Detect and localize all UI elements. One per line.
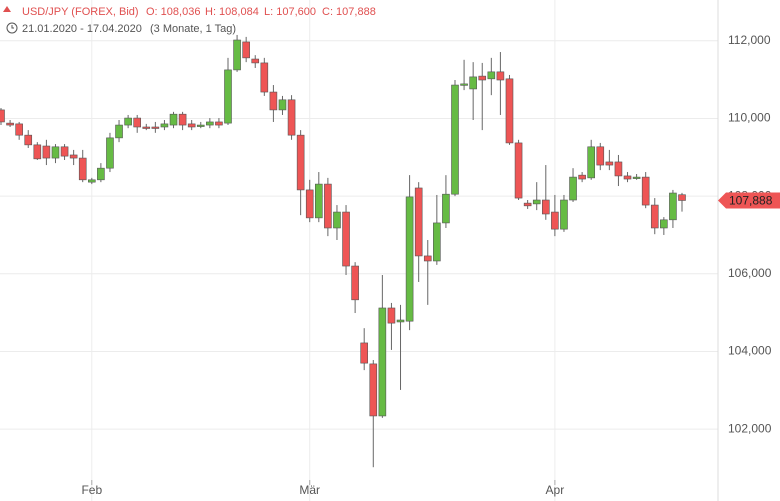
last-price-tag — [718, 192, 780, 209]
ohlc-label: H: 108,084 — [205, 6, 259, 18]
candle-body — [88, 179, 96, 183]
candle-body — [660, 219, 668, 229]
y-tick-label: 110,000 — [728, 111, 771, 125]
candle-body — [242, 41, 250, 59]
candle-body — [233, 39, 241, 71]
candle-body — [614, 161, 623, 177]
candle-body — [541, 199, 550, 215]
y-tick-label: 102,000 — [728, 421, 772, 435]
x-tick-label: Apr — [546, 483, 565, 497]
candle-body — [514, 142, 523, 199]
candle-body — [305, 189, 314, 219]
candle-body — [560, 199, 568, 230]
candle-body — [278, 99, 287, 111]
candle-body — [387, 307, 396, 324]
candle-body — [442, 193, 450, 224]
candle-body — [296, 134, 305, 191]
candle-body — [669, 192, 677, 221]
icon — [3, 6, 11, 12]
candle-body — [0, 109, 5, 123]
candle-body — [151, 126, 160, 129]
candle-body — [60, 146, 69, 157]
y-tick-label: 104,000 — [728, 344, 772, 358]
candle-body — [324, 183, 332, 229]
candle-body — [396, 319, 405, 323]
candle-body — [405, 196, 414, 322]
candle-body — [342, 211, 350, 267]
candle-body — [24, 134, 33, 146]
candle-body — [251, 58, 260, 64]
clock-icon — [6, 22, 18, 34]
candle-body — [314, 183, 323, 219]
ohlc-label: O: 108,036 — [146, 6, 200, 18]
ohlc-label: C: 107,888 — [322, 6, 376, 18]
candle-body — [569, 176, 577, 201]
clock-hand — [11, 25, 14, 29]
y-tick-label: 106,000 — [728, 266, 772, 280]
candle-body — [378, 307, 387, 417]
candle-body — [133, 117, 141, 128]
candle-body — [124, 117, 132, 126]
candle-body — [623, 175, 632, 180]
y-tick-label: 112,000 — [728, 33, 771, 47]
candle-body — [260, 62, 269, 93]
candle-body — [78, 157, 87, 181]
ohlc-label: L: 107,600 — [264, 6, 316, 18]
x-tick-label: Mär — [299, 483, 320, 497]
candle-body — [369, 363, 378, 417]
candle-body — [641, 176, 650, 206]
candle-body — [605, 161, 614, 166]
candle-body — [433, 222, 441, 262]
candle-body — [678, 194, 686, 201]
period: 21.01.2020 - 17.04.2020 — [22, 23, 142, 35]
candle-body — [187, 123, 196, 128]
candle-body — [69, 154, 78, 159]
x-tick-label: Feb — [81, 483, 102, 497]
candle-body — [551, 211, 559, 230]
candle-body — [178, 113, 187, 126]
candle-body — [33, 144, 42, 160]
candle-body — [532, 199, 541, 205]
candle-body — [414, 187, 423, 257]
candle-body — [224, 69, 232, 124]
candle-body — [469, 76, 477, 90]
candle-body — [160, 123, 169, 128]
candle-body — [650, 204, 659, 229]
candle-body — [115, 124, 123, 139]
candle-body — [487, 71, 496, 80]
candle-body — [269, 91, 278, 111]
candle-body — [596, 146, 605, 166]
candle-body — [6, 122, 14, 126]
candle-body — [632, 176, 641, 179]
period-note: (3 Monate, 1 Tag) — [150, 23, 236, 35]
instrument: USD/JPY (FOREX, Bid) — [22, 6, 139, 18]
candle-body — [505, 78, 514, 144]
candle-body — [478, 75, 487, 81]
candle-body — [142, 126, 151, 129]
candle-body — [496, 71, 505, 81]
candle-body — [523, 202, 532, 207]
candle-body — [587, 146, 596, 179]
candle-body — [15, 123, 23, 136]
candle-body — [215, 121, 223, 126]
candle-body — [578, 174, 586, 180]
candle-body — [51, 146, 60, 159]
candle-body — [360, 342, 369, 364]
candle-body — [106, 137, 114, 169]
candle-body — [423, 255, 432, 262]
candle-body — [206, 121, 214, 126]
candle-body — [97, 167, 105, 181]
candle-body — [460, 83, 468, 86]
candle-body — [42, 145, 51, 159]
last-price-label: 107,888 — [729, 194, 773, 208]
candle-body — [196, 124, 205, 127]
candle-body — [333, 211, 341, 229]
candle-body — [451, 84, 459, 195]
candle-body — [351, 265, 359, 301]
candle-body — [169, 113, 178, 126]
candle-body — [287, 99, 296, 136]
